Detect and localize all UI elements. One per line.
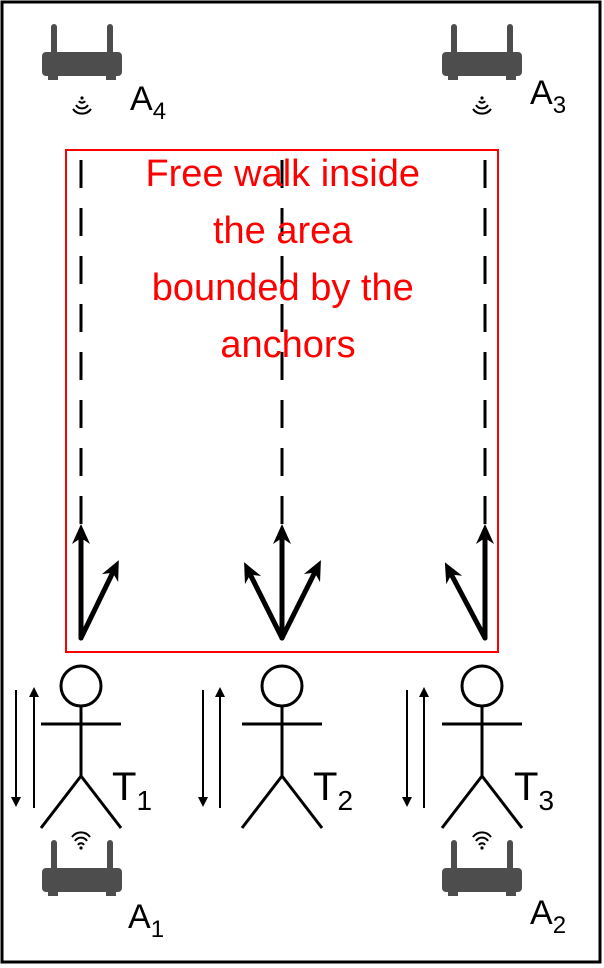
arrow-up-right-icon [78, 560, 119, 641]
arrow-up-left-icon [244, 562, 285, 641]
anchor-subscript: 3 [553, 92, 566, 119]
anchor-subscript: 2 [553, 912, 566, 939]
anchor-a2: A2 [442, 840, 566, 939]
svg-text:T3: T3 [514, 765, 554, 816]
caption-line-3: bounded by the [152, 267, 414, 309]
walk-area-boundary [65, 149, 499, 653]
svg-text:A4: A4 [130, 80, 166, 125]
anchor-label: A [128, 898, 151, 936]
tag-label: T [112, 765, 136, 809]
wifi-signal-icon [71, 831, 91, 851]
svg-text:A3: A3 [530, 74, 566, 119]
person-icon [240, 664, 324, 830]
tag-subscript: 3 [538, 785, 554, 816]
anchor-a1: A1 [42, 840, 164, 943]
caption-line-2: the area [213, 210, 353, 252]
tag-t1: T1 [11, 664, 152, 851]
tag-t3: T3 [402, 664, 554, 851]
anchor-a4: A4 [42, 24, 166, 125]
person-icon [39, 664, 123, 830]
arrows-left [72, 524, 119, 641]
direction-arrows [72, 524, 494, 641]
anchor-label: A [130, 80, 153, 118]
arrow-up-right-icon [279, 560, 321, 641]
tag-label: T [313, 765, 337, 809]
anchor-label: A [530, 74, 553, 112]
caption-line-1: Free walk inside [145, 153, 420, 195]
tag-t2: T2 [198, 664, 353, 830]
arrow-up-left-icon [444, 562, 488, 641]
svg-text:T2: T2 [313, 765, 353, 816]
tag-subscript: 2 [337, 785, 353, 816]
arrows-center [244, 524, 321, 641]
caption-line-4: anchors [220, 324, 355, 366]
svg-text:A1: A1 [128, 898, 164, 943]
svg-text:T1: T1 [112, 765, 152, 816]
wifi-signal-icon [72, 95, 92, 115]
walk-area-caption: Free walk inside the area bounded by the… [145, 153, 430, 366]
wifi-router-icon [42, 24, 122, 80]
anchor-subscript: 4 [153, 98, 166, 125]
wifi-signal-icon [472, 831, 492, 851]
person-icon [440, 664, 524, 830]
tag-subscript: 1 [136, 785, 152, 816]
svg-text:A2: A2 [530, 894, 566, 939]
arrows-right [444, 524, 494, 641]
anchor-subscript: 1 [151, 916, 164, 943]
wifi-router-icon [442, 24, 522, 80]
tag-label: T [514, 765, 538, 809]
dashed-paths [79, 160, 487, 530]
wifi-signal-icon [472, 95, 492, 115]
anchor-a3: A3 [442, 24, 566, 119]
anchor-label: A [530, 894, 553, 932]
